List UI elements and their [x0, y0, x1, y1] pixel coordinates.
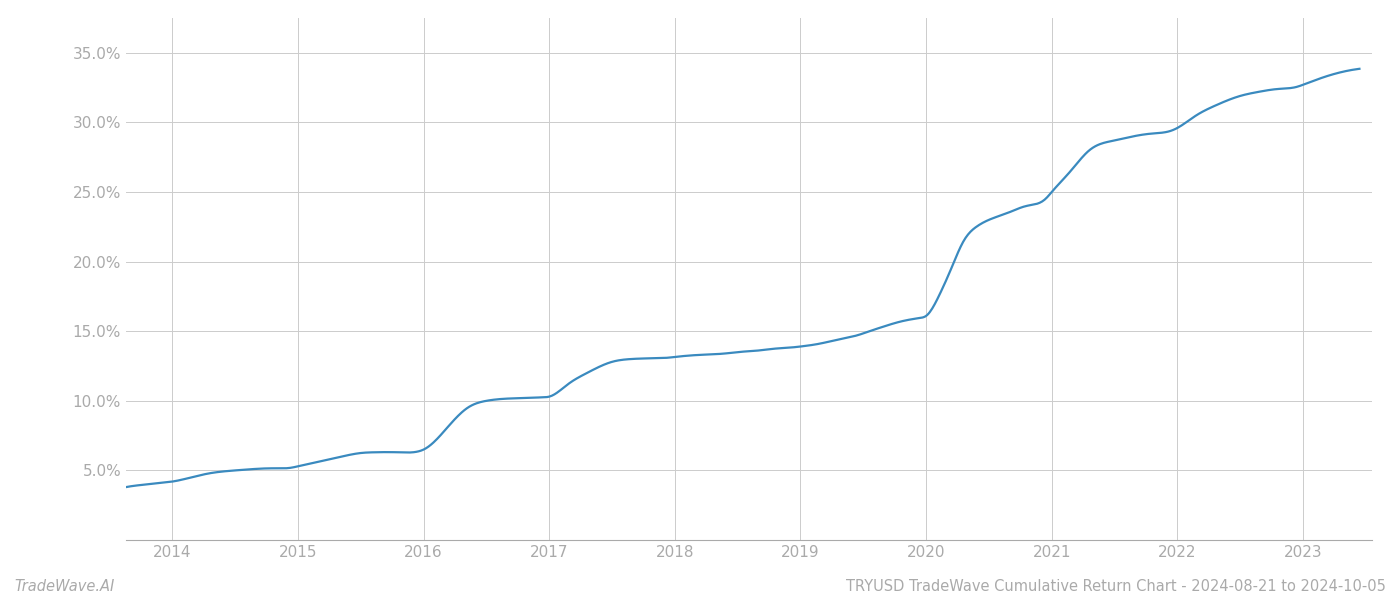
Text: TradeWave.AI: TradeWave.AI — [14, 579, 115, 594]
Text: TRYUSD TradeWave Cumulative Return Chart - 2024-08-21 to 2024-10-05: TRYUSD TradeWave Cumulative Return Chart… — [846, 579, 1386, 594]
